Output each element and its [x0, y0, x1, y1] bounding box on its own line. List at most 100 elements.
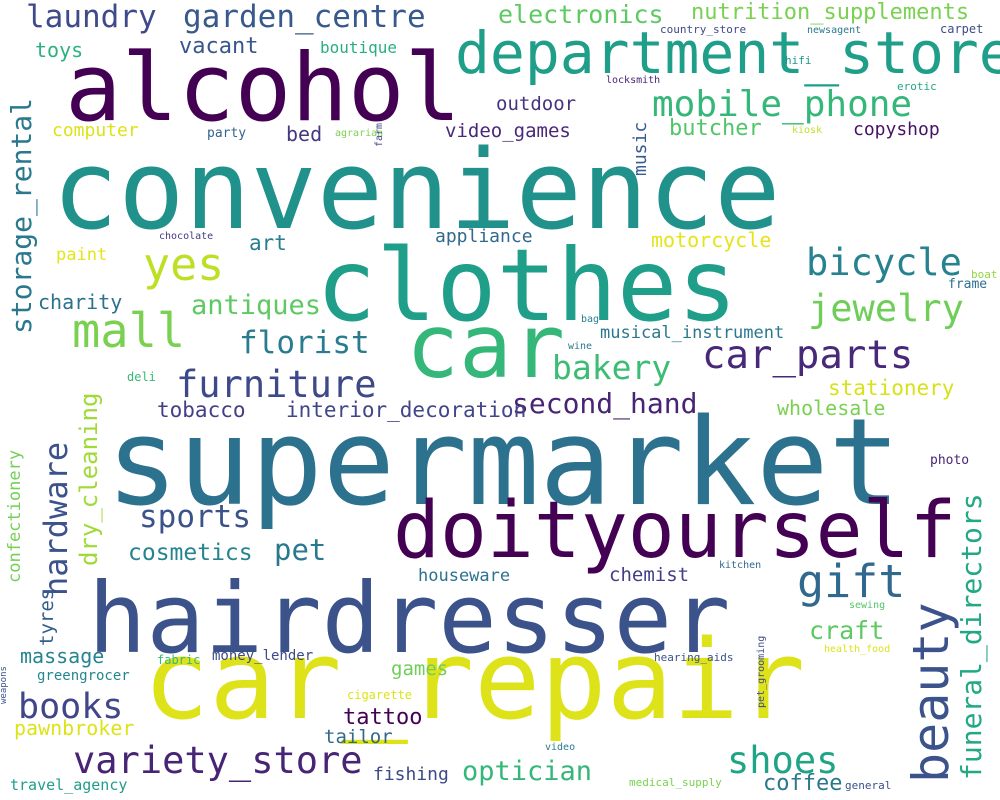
word: paint — [56, 245, 108, 265]
word: tobacco — [157, 398, 246, 422]
word: cosmetics — [128, 540, 253, 566]
word: variety_store — [73, 739, 363, 782]
word: computer — [52, 120, 139, 141]
word: cigarette — [347, 688, 413, 702]
word: jewelry — [808, 287, 964, 330]
word: car_repair — [143, 616, 806, 744]
word: pet — [274, 533, 327, 567]
word: mall — [72, 304, 186, 359]
word: outdoor — [496, 93, 577, 115]
word: newsagent — [807, 25, 862, 36]
word: funeral_directors — [955, 493, 988, 780]
word: yes — [143, 238, 225, 291]
word: storage_rental — [5, 97, 38, 334]
word: farm — [374, 122, 385, 147]
word: charity — [38, 290, 123, 314]
word: butcher — [669, 116, 762, 141]
word: hifi — [785, 54, 812, 67]
word: kiosk — [792, 125, 823, 136]
word: alcohol — [65, 34, 462, 143]
word: nutrition_supplements — [691, 0, 970, 25]
word: tattoo — [343, 705, 423, 730]
word: deli — [127, 370, 156, 384]
word: bag — [581, 314, 600, 325]
word: party — [207, 126, 247, 141]
word: motorcycle — [651, 228, 772, 252]
word: hardware — [37, 441, 75, 596]
word: coffee — [763, 771, 843, 796]
word: chemist — [609, 564, 690, 586]
word: antiques — [191, 290, 322, 321]
word: electronics — [498, 0, 664, 29]
word: pet_grooming — [756, 635, 767, 708]
word: clothes — [316, 227, 738, 344]
word: pawnbroker — [14, 716, 135, 740]
word: massage — [20, 644, 105, 668]
word: music — [630, 121, 651, 176]
word: craft — [809, 616, 885, 645]
word: laundry — [26, 0, 157, 35]
word: shoes — [727, 739, 839, 782]
word: agrarian — [335, 128, 384, 139]
word: video_games — [445, 120, 571, 142]
word: hearing_aids — [654, 651, 734, 664]
word: money_lender — [212, 648, 314, 664]
word: beauty — [902, 602, 960, 783]
word: copyshop — [853, 119, 940, 140]
word: bed — [286, 122, 323, 146]
word: carpet — [940, 22, 984, 36]
word: supermarket — [106, 394, 901, 533]
word: wine — [568, 341, 593, 352]
word: sewing — [849, 600, 886, 611]
word: bicycle — [806, 241, 962, 284]
word: musical_instrument — [600, 323, 785, 343]
word: furniture — [176, 363, 377, 406]
word: kitchen — [719, 560, 762, 571]
word: fishing — [373, 764, 449, 785]
word: mobile_phone — [652, 84, 913, 125]
word: car — [406, 295, 565, 398]
word: boutique — [320, 38, 398, 57]
word: sports — [139, 499, 251, 535]
word: health_food — [824, 644, 891, 655]
word: bakery — [552, 348, 672, 387]
word: medical_supply — [629, 776, 722, 789]
word: tyres — [36, 588, 58, 646]
word: video — [545, 742, 576, 753]
word: stationery — [828, 376, 955, 400]
word: optician — [462, 756, 593, 787]
word: art — [249, 231, 287, 255]
word: erotic — [897, 80, 937, 93]
word: dry_cleaning — [75, 392, 103, 566]
word: boat — [971, 268, 998, 281]
word: second_hand — [512, 387, 698, 420]
word: appliance — [435, 226, 533, 247]
word: confectionery — [5, 449, 25, 583]
word: toys — [35, 38, 84, 62]
word: convenience — [52, 126, 781, 254]
word: hairdresser — [88, 562, 731, 675]
word: interior_decoration — [286, 398, 527, 422]
word: locksmith — [606, 75, 661, 86]
word: florist — [239, 325, 370, 361]
word: doityourself — [393, 486, 957, 576]
word: games — [391, 658, 449, 680]
word: general — [845, 779, 892, 792]
word: travel_agency — [10, 776, 128, 794]
word: car_parts — [702, 333, 914, 378]
word: tailor — [324, 726, 393, 748]
word: weapons — [0, 666, 9, 704]
word: photo — [930, 453, 970, 468]
word: country_store — [660, 23, 747, 36]
word: vacant — [179, 34, 259, 59]
word: greengrocer — [37, 668, 130, 684]
word: department_store — [455, 19, 1000, 87]
word: books — [18, 687, 124, 727]
word: wholesale — [777, 396, 886, 420]
word: chocolate — [159, 231, 214, 242]
word: fabric — [157, 653, 201, 667]
word: garden_centre — [183, 0, 426, 35]
word: houseware — [418, 566, 511, 586]
word: frame — [948, 277, 988, 292]
